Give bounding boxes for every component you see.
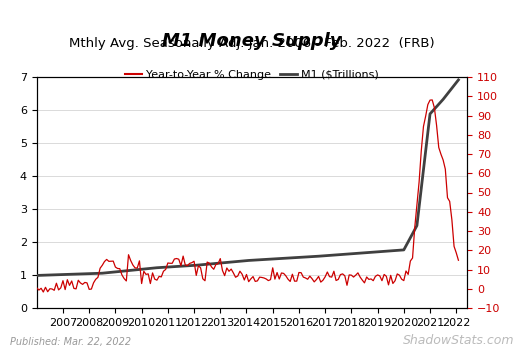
- Legend: Year-to-Year % Change, M1 ($Trillions): Year-to-Year % Change, M1 ($Trillions): [121, 65, 383, 84]
- Text: Mthly Avg. Seasonally Adj. Jan. 2006 - Feb. 2022  (FRB): Mthly Avg. Seasonally Adj. Jan. 2006 - F…: [69, 37, 435, 50]
- Text: Published: Mar. 22, 2022: Published: Mar. 22, 2022: [10, 336, 132, 346]
- Text: ShadowStats.com: ShadowStats.com: [403, 334, 514, 346]
- Title: M1 Money Supply: M1 Money Supply: [162, 33, 342, 50]
